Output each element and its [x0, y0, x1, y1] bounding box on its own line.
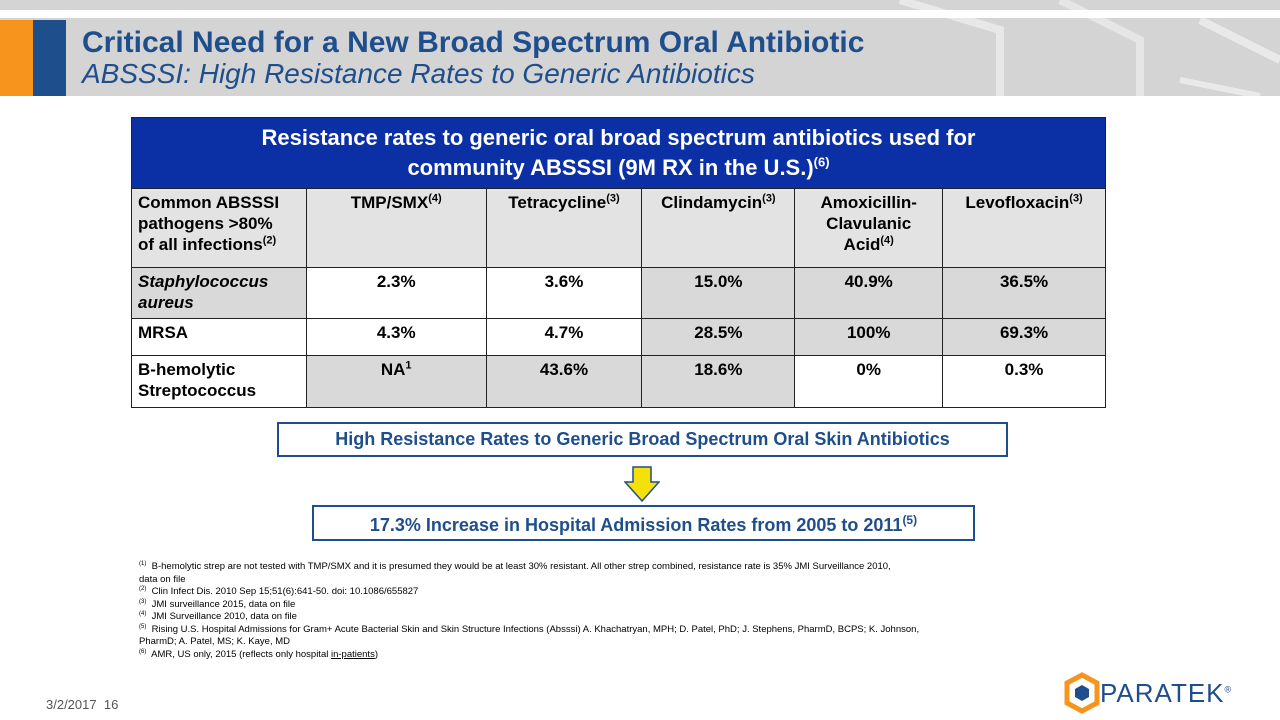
accent-orange-bar	[0, 20, 33, 96]
footnote: (2) Clin Infect Dis. 2010 Sep 15;51(6):6…	[139, 585, 419, 597]
page-subtitle: ABSSSI: High Resistance Rates to Generic…	[82, 58, 755, 89]
footnote: (5) Rising U.S. Hospital Admissions for …	[139, 623, 920, 635]
value-cell: 15.0%	[641, 267, 796, 319]
footnote: (3) JMI surveillance 2015, data on file	[139, 598, 296, 610]
paratek-logo-text: PARATEK®	[1100, 678, 1233, 708]
column-header-amoxicillin: Amoxicillin- Clavulanic Acid(4)	[794, 188, 944, 268]
value-cell: 36.5%	[942, 267, 1106, 319]
down-arrow-icon	[624, 466, 660, 502]
footnote: (4) JMI Surveillance 2010, data on file	[139, 610, 297, 622]
column-header-clindamycin: Clindamycin(3)	[641, 188, 796, 268]
caption-line-1: Resistance rates to generic oral broad s…	[261, 125, 976, 150]
resistance-callout: High Resistance Rates to Generic Broad S…	[277, 422, 1008, 457]
value-cell: 43.6%	[485, 355, 643, 408]
value-cell: 28.5%	[641, 318, 796, 356]
value-cell: 18.6%	[641, 355, 796, 408]
footnote-continuation: PharmD; A. Patel, MS; K. Kaye, MD	[139, 636, 290, 647]
pathogen-cell: Staphylococcus aureus	[131, 267, 307, 319]
header-decoration	[0, 0, 1280, 96]
caption-ref: (6)	[813, 154, 830, 170]
value-cell: 69.3%	[942, 318, 1106, 356]
header-band: Critical Need for a New Broad Spectrum O…	[0, 0, 1280, 96]
page-number: 16	[103, 697, 119, 712]
column-header-tmp-smx: TMP/SMX(4)	[305, 188, 487, 268]
table-row: Staphylococcus aureus 2.3% 3.6% 15.0% 40.…	[131, 267, 1106, 319]
footnotes: (1) B-hemolytic strep are not tested wit…	[139, 561, 969, 661]
admission-callout: 17.3% Increase in Hospital Admission Rat…	[312, 505, 975, 541]
table-header-row: Common ABSSSI pathogens >80% of all infe…	[131, 188, 1106, 268]
pathogen-header: Common ABSSSI pathogens >80% of all infe…	[131, 188, 307, 268]
value-cell: 3.6%	[485, 267, 643, 319]
value-cell: 4.7%	[485, 318, 643, 356]
pathogen-cell: MRSA	[131, 318, 307, 356]
column-header-tetracycline: Tetracycline(3)	[485, 188, 643, 268]
page-title: Critical Need for a New Broad Spectrum O…	[82, 26, 865, 59]
value-cell: NA1	[305, 355, 487, 408]
resistance-table: Resistance rates to generic oral broad s…	[131, 117, 1106, 408]
pathogen-cell: B-hemolytic Streptococcus	[131, 355, 307, 408]
column-header-levofloxacin: Levofloxacin(3)	[942, 188, 1106, 268]
table-row: MRSA 4.3% 4.7% 28.5% 100% 69.3%	[131, 318, 1106, 356]
value-cell: 0%	[794, 355, 944, 408]
footnote: (1) B-hemolytic strep are not tested wit…	[139, 560, 891, 572]
value-cell: 2.3%	[305, 267, 487, 319]
value-cell: 4.3%	[305, 318, 487, 356]
paratek-logo-icon	[1064, 672, 1100, 714]
table-row: B-hemolytic Streptococcus NA1 43.6% 18.6%…	[131, 355, 1106, 408]
footer-date: 3/2/2017 16	[46, 697, 119, 712]
value-cell: 100%	[794, 318, 944, 356]
caption-line-2: community ABSSSI (9M RX in the U.S.)	[407, 155, 814, 180]
table-caption: Resistance rates to generic oral broad s…	[131, 117, 1106, 189]
value-cell: 40.9%	[794, 267, 944, 319]
footnote-continuation: data on file	[139, 573, 186, 585]
value-cell: 0.3%	[942, 355, 1106, 408]
footnote: (6) AMR, US only, 2015 (reflects only ho…	[139, 648, 378, 660]
accent-blue-bar	[33, 20, 66, 96]
